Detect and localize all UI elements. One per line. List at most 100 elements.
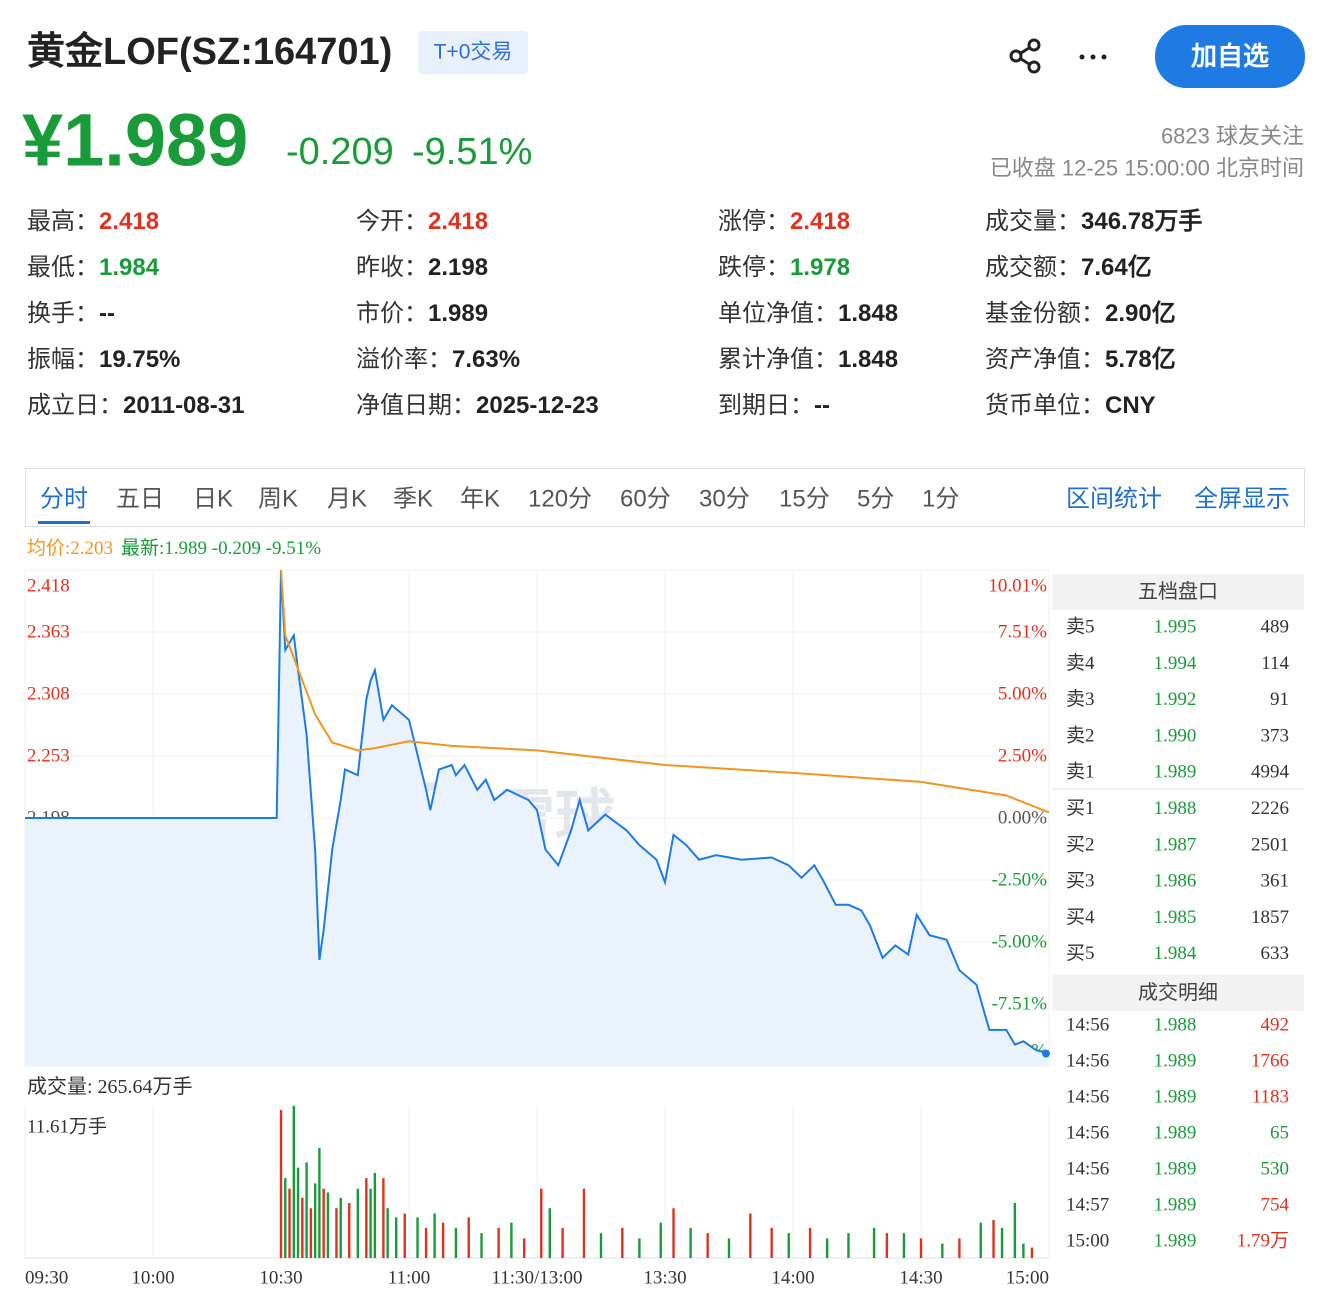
follow-button[interactable] (1155, 25, 1305, 88)
trade-time: 14:56 (1066, 1159, 1109, 1180)
stat-label: 最低： (27, 254, 99, 281)
volume-bar (301, 1197, 304, 1258)
stat: 货币单位：CNY (985, 392, 1156, 419)
stat-value: 2.418 (428, 208, 488, 235)
tab[interactable]: 月K (327, 486, 367, 513)
tab[interactable]: 15分 (779, 486, 830, 513)
stat-label: 净值日期： (356, 392, 476, 419)
tab[interactable]: 分时 (40, 486, 88, 513)
volume-bar (322, 1188, 325, 1258)
tab-underline (38, 521, 90, 524)
stat: 昨收：2.198 (356, 254, 488, 281)
volume-bar (847, 1233, 850, 1258)
volume-bar (979, 1222, 982, 1258)
stat: 最高：2.418 (27, 208, 159, 235)
volume-bar (441, 1222, 445, 1258)
stat: 到期日：-- (718, 392, 830, 419)
tab-link[interactable]: 区间统计 (1066, 486, 1162, 513)
volume-bar (958, 1238, 961, 1258)
change-pct: -9.51% (412, 131, 532, 173)
trade-volume: 65 (1270, 1123, 1289, 1144)
volume-bar (433, 1213, 436, 1258)
volume-bar (313, 1183, 317, 1258)
trade-time: 14:56 (1066, 1123, 1109, 1144)
stat: 成交额：7.64亿 (985, 254, 1152, 281)
tab[interactable]: 60分 (620, 486, 671, 513)
trade-price: 1.989 (1154, 1195, 1197, 1216)
tab[interactable]: 5分 (857, 486, 894, 513)
volume-bar (941, 1243, 944, 1258)
volume-bar (1000, 1227, 1004, 1258)
tab[interactable]: 季K (393, 486, 433, 513)
stat: 单位净值：1.848 (718, 300, 898, 327)
volume-bar (296, 1167, 300, 1258)
price: ¥1.989 (22, 99, 248, 182)
stat-label: 换手： (27, 300, 99, 327)
book-price: 1.984 (1154, 943, 1197, 964)
stat-value: 2.198 (428, 254, 488, 281)
stat: 今开：2.418 (356, 208, 488, 235)
book-volume: 114 (1261, 653, 1289, 674)
tab[interactable]: 1分 (922, 486, 959, 513)
volume-bar (284, 1178, 287, 1258)
more-icon[interactable] (1079, 54, 1107, 60)
x-tick-label: 09:30 (25, 1268, 68, 1289)
volume-bar (292, 1106, 295, 1258)
stat-value: 346.78万手 (1081, 207, 1202, 235)
volume-bar (599, 1233, 603, 1258)
tab[interactable]: 年K (460, 486, 500, 513)
volume-bar (386, 1208, 389, 1258)
book-price: 1.995 (1154, 617, 1197, 638)
stat-value: 7.63% (452, 346, 520, 373)
trade-time: 14:57 (1066, 1195, 1109, 1216)
tab[interactable]: 120分 (528, 486, 592, 513)
trade-price: 1.988 (1154, 1015, 1197, 1036)
x-tick-label: 10:30 (259, 1268, 302, 1289)
volume-bar (1013, 1203, 1017, 1258)
tab[interactable]: 日K (193, 486, 233, 513)
stat-label: 涨停： (718, 208, 790, 235)
stat-value: -- (99, 300, 115, 327)
volume-bar (467, 1217, 470, 1258)
volume-bar (561, 1227, 564, 1258)
volume-bar (523, 1238, 526, 1258)
book-label: 买4 (1066, 907, 1095, 928)
title: 黄金LOF(SZ:164701) (27, 30, 392, 73)
stat: 溢价率：7.63% (356, 346, 520, 373)
tab[interactable]: 周K (258, 486, 298, 513)
trade-price: 1.989 (1154, 1087, 1197, 1108)
badge: T+0交易 (434, 41, 513, 64)
y-tick-label: 2.363 (27, 622, 70, 643)
stat: 涨停：2.418 (718, 208, 850, 235)
order-book-head (1052, 574, 1304, 610)
book-volume: 1857 (1251, 907, 1289, 928)
volume-bar (318, 1148, 321, 1258)
volume-bar (369, 1188, 372, 1258)
share-icon[interactable] (1009, 38, 1041, 74)
follow-label[interactable]: 加自选 (1191, 41, 1269, 71)
book-label: 买3 (1066, 871, 1095, 892)
volume-bar (787, 1233, 790, 1258)
book-volume: 91 (1270, 689, 1289, 710)
volume-bar (872, 1227, 876, 1258)
volume-bar (582, 1188, 586, 1258)
y2-tick-label: 10.01% (988, 576, 1047, 597)
trade-volume: 530 (1261, 1159, 1290, 1180)
stat-label: 基金份额： (985, 300, 1105, 327)
book-price: 1.987 (1154, 834, 1197, 855)
tab[interactable]: 五日 (116, 486, 164, 513)
trade-volume: 754 (1261, 1195, 1290, 1216)
y2-tick-label: -5.00% (992, 931, 1048, 952)
volume-bar (305, 1162, 308, 1258)
volume-bar (395, 1217, 398, 1258)
tab-link[interactable]: 全屏显示 (1194, 486, 1290, 513)
volume-bar (659, 1222, 662, 1258)
stat: 资产净值：5.78亿 (985, 346, 1176, 373)
stat-value: 7.64亿 (1081, 254, 1152, 281)
stat-value: 1.984 (99, 254, 160, 281)
tab[interactable]: 30分 (699, 486, 750, 513)
volume-bar (424, 1227, 428, 1258)
y-tick-label: 2.418 (27, 576, 70, 597)
stat-label: 振幅： (27, 346, 99, 373)
